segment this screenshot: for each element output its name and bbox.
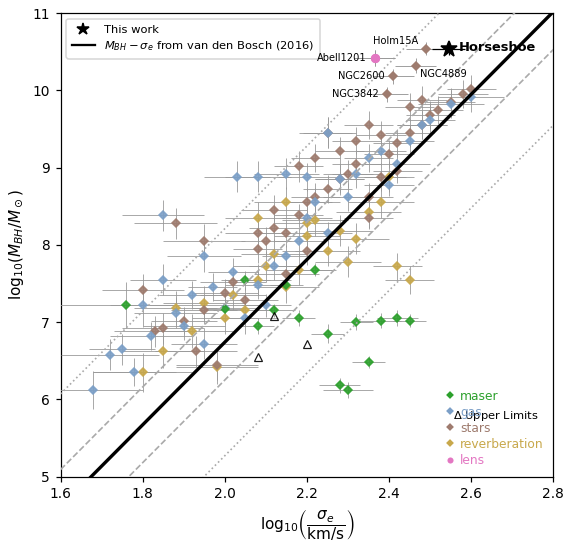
- Text: Holm15A: Holm15A: [372, 36, 418, 46]
- Text: $\Delta$ Upper Limits: $\Delta$ Upper Limits: [453, 409, 539, 424]
- Text: Horseshoe: Horseshoe: [459, 41, 536, 54]
- Text: NGC2600: NGC2600: [338, 72, 385, 81]
- Y-axis label: $\log_{10}\!\left(M_{BH}/M_\odot\right)$: $\log_{10}\!\left(M_{BH}/M_\odot\right)$: [7, 189, 26, 300]
- Legend: maser, gas, stars, reverberation, lens: maser, gas, stars, reverberation, lens: [442, 386, 547, 470]
- X-axis label: $\log_{10}\!\left(\dfrac{\sigma_e}{\mathrm{km/s}}\right)$: $\log_{10}\!\left(\dfrac{\sigma_e}{\math…: [260, 507, 354, 542]
- Text: Abell1201: Abell1201: [317, 53, 367, 63]
- Text: NGC4889: NGC4889: [420, 69, 467, 79]
- Text: NGC3842: NGC3842: [332, 89, 379, 99]
